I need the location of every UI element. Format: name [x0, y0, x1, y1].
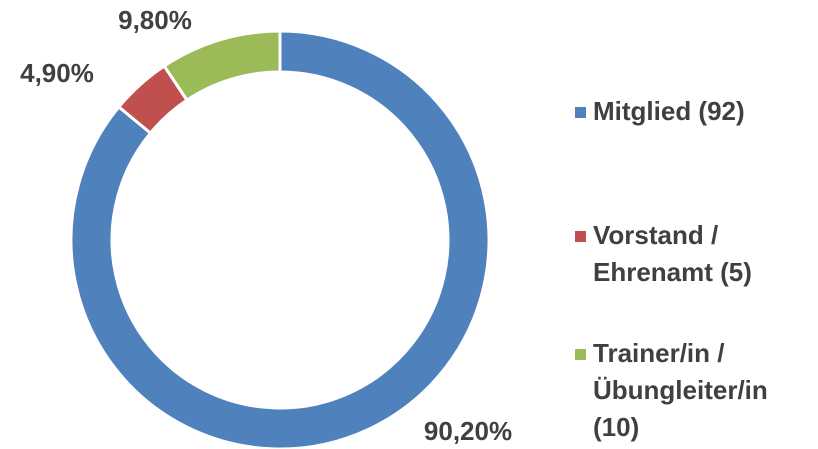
legend-label: Trainer/in /Übungleiter/in (10)	[593, 338, 768, 442]
slice	[162, 29, 282, 103]
legend-swatch	[575, 107, 586, 118]
legend-swatch	[575, 349, 586, 360]
value-label: 90,20%	[424, 416, 512, 446]
legend-label: Vorstand / Ehrenamt (5)	[593, 220, 752, 287]
value-label: 9,80%	[118, 5, 192, 35]
legend-swatch	[575, 231, 586, 242]
value-label: 4,90%	[20, 58, 94, 88]
legend-label: Mitglied (92)	[593, 96, 745, 126]
slice	[69, 29, 491, 449]
